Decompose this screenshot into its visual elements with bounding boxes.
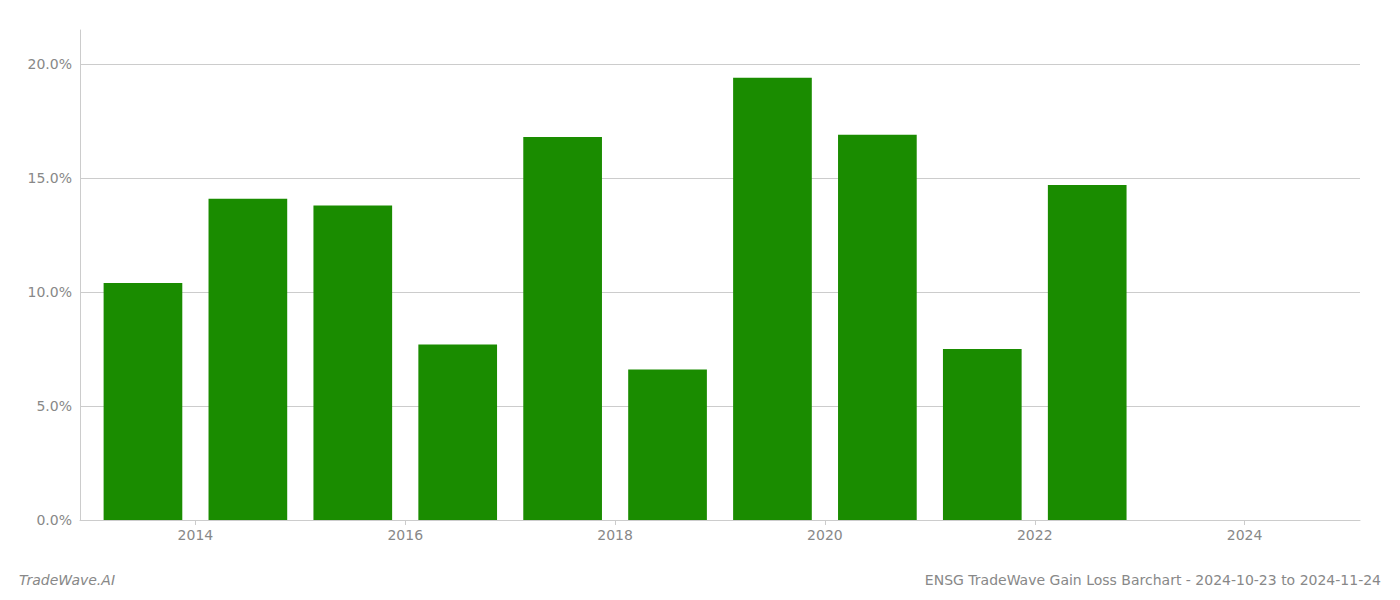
svg-text:2020: 2020 bbox=[807, 527, 843, 543]
svg-text:2024: 2024 bbox=[1227, 527, 1263, 543]
svg-text:2014: 2014 bbox=[178, 527, 214, 543]
svg-text:2016: 2016 bbox=[387, 527, 423, 543]
svg-text:2018: 2018 bbox=[597, 527, 633, 543]
svg-text:TradeWave.AI: TradeWave.AI bbox=[19, 572, 115, 588]
svg-text:10.0%: 10.0% bbox=[28, 284, 72, 300]
svg-text:0.0%: 0.0% bbox=[36, 512, 72, 528]
svg-text:ENSG TradeWave Gain Loss Barch: ENSG TradeWave Gain Loss Barchart - 2024… bbox=[925, 572, 1381, 588]
svg-text:2022: 2022 bbox=[1017, 527, 1053, 543]
svg-text:5.0%: 5.0% bbox=[36, 398, 72, 414]
svg-text:15.0%: 15.0% bbox=[28, 170, 72, 186]
svg-text:20.0%: 20.0% bbox=[28, 56, 72, 72]
